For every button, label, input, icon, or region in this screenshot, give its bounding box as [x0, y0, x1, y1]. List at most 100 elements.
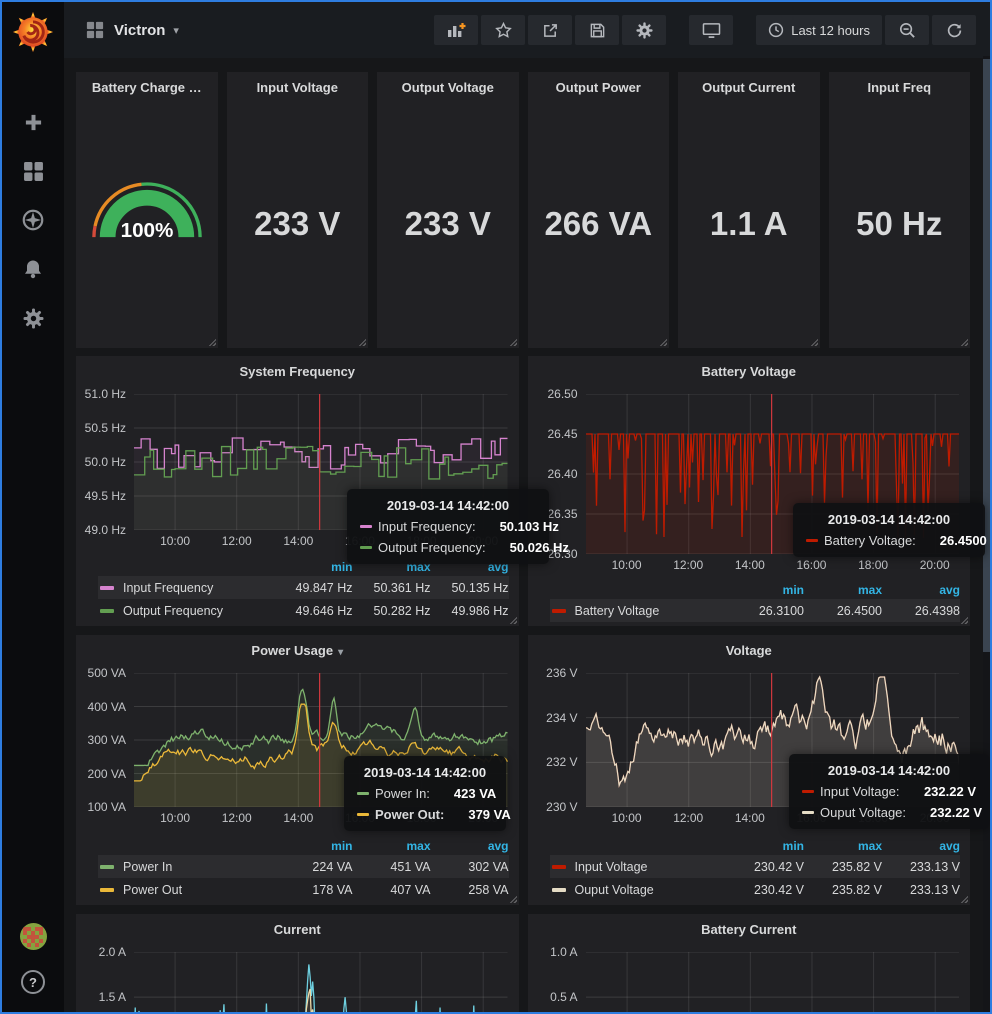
current-plot[interactable] — [134, 952, 508, 1012]
y-axis-label: 236 V — [546, 666, 578, 680]
panel-title[interactable]: Battery Charge … — [91, 80, 202, 95]
panel-title[interactable]: Input Voltage — [256, 80, 338, 95]
legend-stat-value: 50.135 Hz — [451, 580, 509, 595]
configuration-gear-icon[interactable] — [21, 306, 45, 330]
zoom-out-button[interactable] — [885, 15, 929, 45]
legend-series-name[interactable]: Input Voltage — [574, 859, 648, 874]
legend-stat-value: 258 VA — [468, 882, 509, 897]
series-color-dash — [551, 887, 566, 892]
time-range-button[interactable]: Last 12 hours — [756, 15, 882, 45]
resize-handle[interactable] — [508, 895, 517, 903]
panel-title[interactable]: Output Current — [702, 80, 796, 95]
resize-handle[interactable] — [659, 338, 667, 346]
star-icon — [494, 21, 512, 38]
share-button[interactable] — [528, 15, 573, 45]
add-panel-icon — [447, 22, 466, 37]
legend-series-name[interactable]: Power Out — [123, 882, 183, 897]
scrollbar-thumb[interactable] — [983, 59, 990, 652]
graph-tooltip: 2019-03-14 14:42:00 Input Frequency: 50.10… — [347, 489, 569, 564]
panel-title[interactable]: Battery Current — [701, 922, 797, 937]
legend-stat-header: min — [331, 839, 353, 853]
explore-icon[interactable] — [21, 208, 45, 232]
legend-stat-value: 50.361 Hz — [373, 580, 431, 595]
legend-stat-header: max — [857, 839, 882, 853]
sidebar-bottom: ? — [2, 923, 64, 994]
panel-title[interactable]: Power Usage ▾ — [251, 643, 344, 658]
create-icon[interactable] — [21, 110, 45, 134]
svg-text:100%: 100% — [120, 219, 173, 242]
stat-value: 233 V — [404, 204, 491, 242]
panel-title[interactable]: Output Power — [555, 80, 641, 95]
legend-series-name[interactable]: Ouput Voltage — [574, 882, 654, 897]
legend-stat-header: min — [782, 583, 804, 597]
resize-handle[interactable] — [809, 338, 818, 346]
legend: min max avg Battery Voltage 26.3100 26.4500 26… — [549, 581, 960, 622]
legend-series-name[interactable]: Input Frequency — [123, 580, 214, 595]
series-color-dash — [360, 546, 372, 549]
resize-handle[interactable] — [960, 338, 968, 346]
panel-title[interactable]: Input Freq — [867, 80, 932, 95]
refresh-button[interactable] — [932, 15, 976, 45]
dashboard-grid-icon — [86, 21, 104, 39]
resize-handle[interactable] — [508, 616, 517, 624]
legend-series-name[interactable]: Battery Voltage — [574, 603, 660, 618]
resize-handle[interactable] — [508, 338, 517, 346]
legend-stat-value: 230.42 V — [753, 882, 804, 897]
x-axis-label: 12:00 — [221, 811, 252, 825]
tooltip-timestamp: 2019-03-14 14:42:00 — [363, 765, 487, 780]
series-color-dash — [360, 525, 372, 528]
dashboard-title[interactable]: Victron — [114, 21, 166, 39]
resize-handle[interactable] — [358, 338, 366, 346]
tooltip-series-value: 423 VA — [453, 786, 497, 801]
legend-series-name[interactable]: Power In — [123, 859, 173, 874]
chevron-down-icon: ▾ — [338, 647, 344, 658]
legend-series-name[interactable]: Output Frequency — [123, 603, 224, 618]
dashboard-picker[interactable]: Victron ▾ — [86, 21, 179, 39]
legend-stat-value: 50.282 Hz — [373, 603, 431, 618]
resize-handle[interactable] — [207, 338, 216, 346]
grafana-logo-icon[interactable] — [11, 10, 55, 54]
stat-panel-2: Input Voltage 233 V — [226, 72, 368, 348]
series-color-dash — [806, 539, 818, 542]
alerting-bell-icon[interactable] — [21, 257, 45, 281]
legend-stat-header: max — [857, 583, 882, 597]
panel-title[interactable]: Battery Voltage — [701, 364, 796, 379]
star-button[interactable] — [481, 15, 526, 45]
stat-panel-5: Output Current 1.1 A — [678, 72, 820, 348]
x-axis-labels: 10:00 12:00 14:00 16:00 18:00 20:00 — [586, 558, 960, 574]
series-color-dash — [100, 864, 114, 869]
tooltip-series-name: Power Out: — [375, 807, 445, 822]
tooltip-timestamp: 2019-03-14 14:42:00 — [386, 498, 510, 513]
scrollbar — [983, 56, 990, 1012]
series-color-dash — [802, 811, 814, 814]
stat-panel-6: Input Freq 50 Hz — [828, 72, 970, 348]
resize-handle[interactable] — [960, 616, 968, 624]
legend-stat-header: avg — [487, 839, 509, 853]
x-axis-label: 14:00 — [734, 558, 765, 572]
save-button[interactable] — [575, 15, 620, 45]
panel-title[interactable]: Current — [273, 922, 321, 937]
tooltip-series-value: 232.22 V — [923, 784, 976, 799]
panel-title[interactable]: Output Voltage — [401, 80, 494, 95]
panel-title[interactable]: System Frequency — [239, 364, 356, 379]
sidebar: ? — [2, 2, 64, 1012]
dashboards-icon[interactable] — [21, 159, 45, 183]
add-panel-button[interactable] — [434, 15, 479, 45]
panel-title[interactable]: Voltage — [725, 643, 772, 658]
y-axis-label: 26.40 — [547, 467, 578, 481]
tv-mode-button[interactable] — [689, 15, 734, 45]
tooltip-series-name: Battery Voltage: — [824, 533, 916, 548]
series-color-dash — [551, 608, 566, 613]
battery-voltage-panel: Battery Voltage 26.50 26.45 26.40 26.35 26.30… — [527, 356, 970, 626]
y-axis-label: 49.0 Hz — [84, 523, 126, 537]
help-icon[interactable]: ? — [21, 970, 45, 994]
series-color-dash — [357, 792, 369, 795]
dashboard-settings-button[interactable] — [622, 15, 667, 45]
resize-handle[interactable] — [960, 895, 968, 903]
user-avatar[interactable] — [19, 923, 47, 950]
series-color-dash — [802, 790, 814, 793]
tooltip-series-value: 232.22 V — [930, 805, 983, 820]
tooltip-series-row: Input Frequency: 50.103 Hz — [360, 519, 559, 534]
battery-current-plot[interactable] — [586, 952, 960, 1012]
